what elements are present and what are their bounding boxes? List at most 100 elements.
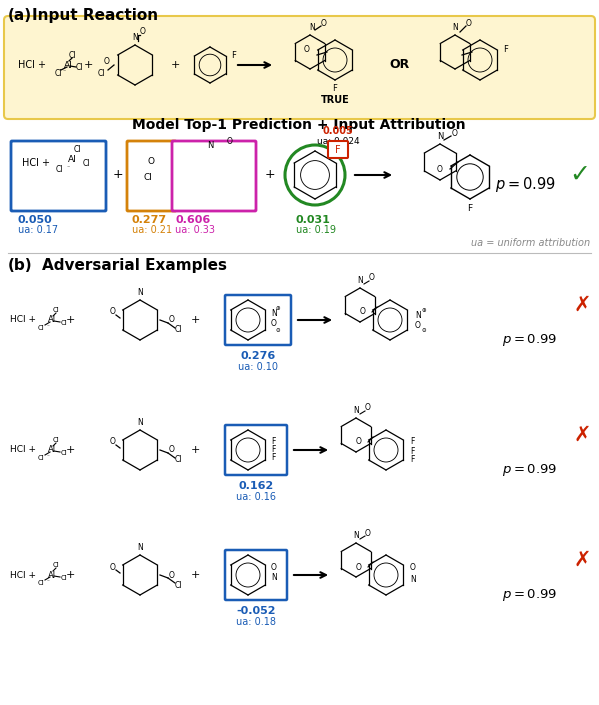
Text: ✓: ✓ [570,163,591,187]
Text: Adversarial Examples: Adversarial Examples [42,258,227,273]
Text: 0.162: 0.162 [238,481,274,491]
Text: Cl: Cl [55,68,62,78]
Text: 0.277: 0.277 [132,215,167,225]
Text: N: N [271,309,277,319]
Text: ✗: ✗ [573,550,591,570]
Text: O: O [140,27,146,35]
Text: Cl: Cl [144,173,152,183]
Text: Cl: Cl [97,68,105,78]
Text: Cl: Cl [174,326,181,334]
Text: F: F [467,204,473,213]
Text: N: N [271,572,277,582]
Text: 0.031: 0.031 [296,215,331,225]
Text: N: N [415,310,420,319]
Text: O: O [104,58,110,66]
Text: ⊖: ⊖ [276,328,280,333]
Text: Cl: Cl [55,164,63,173]
Text: $p = 0.99$: $p = 0.99$ [503,332,558,348]
Text: O: O [304,46,310,54]
Text: ⁻: ⁻ [47,455,50,460]
Text: F: F [410,455,415,465]
FancyBboxPatch shape [328,141,348,158]
Text: ua: 0.17: ua: 0.17 [18,225,58,235]
Text: O: O [437,164,443,173]
Text: 0.606: 0.606 [175,215,210,225]
Text: N: N [437,132,443,141]
Text: ua: 0.18: ua: 0.18 [236,617,276,627]
Text: N: N [410,575,416,584]
Text: N: N [137,418,143,427]
Text: +: + [65,570,75,580]
Text: 0.276: 0.276 [240,351,276,361]
Text: Al: Al [48,316,56,324]
Text: ⊕: ⊕ [422,307,426,312]
Text: +: + [190,315,199,325]
Text: O: O [360,307,366,317]
Text: (b): (b) [8,258,32,273]
Text: Cl: Cl [38,455,44,461]
Text: ua: 0.16: ua: 0.16 [236,492,276,502]
Text: TRUE: TRUE [320,95,349,105]
Text: O: O [169,316,175,324]
Text: Cl: Cl [75,63,83,73]
Text: O: O [271,319,277,329]
Text: O: O [227,137,233,145]
Text: F: F [231,51,236,61]
Text: N: N [452,23,458,32]
Text: ⊕: ⊕ [276,305,280,310]
Text: ua: 0.024: ua: 0.024 [317,137,359,147]
Text: +: + [113,168,123,181]
Text: O: O [321,18,327,27]
Text: HCl +: HCl + [22,158,50,168]
Text: ⁻: ⁻ [47,580,50,585]
Text: F: F [335,145,341,155]
Text: OR: OR [390,59,410,71]
Text: N: N [353,531,359,540]
Text: O: O [452,128,458,137]
Text: Cl: Cl [174,455,181,465]
Text: (a): (a) [8,8,32,23]
Text: Cl: Cl [73,145,81,154]
Text: HCl +: HCl + [10,446,36,455]
Text: O: O [365,529,371,537]
Text: O: O [356,438,362,446]
Text: Cl: Cl [53,562,59,568]
Text: ⁻: ⁻ [63,70,66,75]
Text: ⊖: ⊖ [422,328,426,333]
FancyBboxPatch shape [11,141,106,211]
Text: ua = uniform attribution: ua = uniform attribution [471,238,590,248]
Text: O: O [271,563,277,572]
Text: O: O [169,570,175,580]
Text: HCl +: HCl + [10,570,36,580]
Text: O: O [365,403,371,412]
Text: Al: Al [48,570,56,580]
Text: Cl: Cl [38,580,44,586]
Text: Cl: Cl [53,437,59,443]
Text: +: + [190,570,199,580]
Text: N: N [132,33,138,42]
Text: 0.050: 0.050 [18,215,53,225]
Text: F: F [410,446,415,455]
Text: ✗: ✗ [573,295,591,315]
Text: O: O [109,438,115,446]
Text: O: O [109,307,115,317]
Text: Al: Al [63,61,72,70]
Text: ua: 0.19: ua: 0.19 [296,225,336,235]
FancyBboxPatch shape [4,16,595,119]
Text: ua: 0.21: ua: 0.21 [132,225,172,235]
Text: Al: Al [68,156,77,164]
Text: N: N [353,406,359,415]
Text: O: O [109,563,115,572]
Text: +: + [190,445,199,455]
Text: Cl: Cl [60,450,67,456]
Text: N: N [357,276,363,285]
Text: O: O [147,157,155,166]
Text: ⁻: ⁻ [67,166,70,171]
Text: F: F [271,446,276,455]
Text: +: + [83,60,93,70]
Text: O: O [410,563,416,572]
Text: Cl: Cl [60,320,67,326]
Text: Cl: Cl [60,575,67,581]
Text: 0.005: 0.005 [323,126,353,136]
Text: Cl: Cl [174,580,181,589]
